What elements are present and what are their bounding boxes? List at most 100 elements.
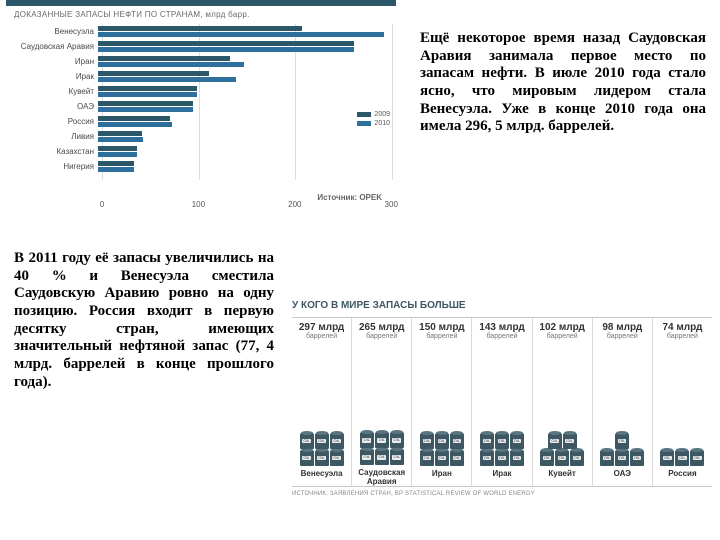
oil-barrel-icon: OIL xyxy=(360,432,374,448)
bar-2009 xyxy=(98,146,137,151)
column-country: Саудовская Аравия xyxy=(354,467,409,486)
oil-barrel-icon: OIL xyxy=(420,450,434,466)
bar-chart-title: ДОКАЗАННЫЕ ЗАПАСЫ НЕФТИ ПО СТРАНАМ, млрд… xyxy=(14,10,250,19)
column-unit: баррелей xyxy=(474,333,529,340)
column-value: 98 млрд xyxy=(595,322,650,333)
column-unit: баррелей xyxy=(294,333,349,340)
bar-row: ОАЭ xyxy=(10,99,400,114)
bar-2009 xyxy=(98,71,209,76)
column-value: 150 млрд xyxy=(414,322,469,333)
oil-barrel-icon: OIL xyxy=(555,450,569,466)
bar-2009 xyxy=(98,101,193,106)
bar-2009 xyxy=(98,86,197,91)
oil-barrel-icon: OIL xyxy=(615,433,629,449)
bar-2009 xyxy=(98,161,134,166)
column-value: 143 млрд xyxy=(474,322,529,333)
x-tick: 0 xyxy=(100,200,104,209)
oil-barrel-icon: OIL xyxy=(435,433,449,449)
column-unit: баррелей xyxy=(655,333,710,340)
oil-reserves-bar-chart: 2009 2010 Источник: OPEK ВенесуэлаСаудов… xyxy=(10,24,400,204)
bar-row: Ливия xyxy=(10,129,400,144)
oil-barrel-icon: OIL xyxy=(375,449,389,465)
infographic-source: ИСТОЧНИК: ЗАЯВЛЕНИЯ СТРАН, BP STATISTICA… xyxy=(292,491,712,497)
x-tick: 200 xyxy=(288,200,301,209)
oil-barrel-icon: OIL xyxy=(675,450,689,466)
bar-label: Венесуэла xyxy=(10,27,98,36)
column-value: 102 млрд xyxy=(535,322,590,333)
column-unit: баррелей xyxy=(535,333,590,340)
bar-label: Саудовская Аравия xyxy=(10,42,98,51)
infographic-title: У КОГО В МИРЕ ЗАПАСЫ БОЛЬШЕ xyxy=(292,300,712,311)
oil-barrel-icon: OIL xyxy=(615,450,629,466)
column-country: Иран xyxy=(414,468,469,486)
paragraph-left: В 2011 году её запасы увеличились на 40 … xyxy=(14,250,274,392)
bar-label: Кувейт xyxy=(10,87,98,96)
bar-label: Ирак xyxy=(10,72,98,81)
oil-barrel-icon: OIL xyxy=(510,450,524,466)
oil-barrel-icon: OIL xyxy=(435,450,449,466)
oil-barrel-icon: OIL xyxy=(563,433,577,449)
bar-label: Нигерия xyxy=(10,162,98,171)
oil-barrel-icon: OIL xyxy=(495,433,509,449)
bar-row: Россия xyxy=(10,114,400,129)
column-country: ОАЭ xyxy=(595,468,650,486)
bar-label: Иран xyxy=(10,57,98,66)
oil-barrel-icon: OIL xyxy=(495,450,509,466)
bar-2010 xyxy=(98,152,137,157)
oil-barrel-icon: OIL xyxy=(630,450,644,466)
bar-row: Казахстан xyxy=(10,144,400,159)
oil-barrel-icon: OIL xyxy=(510,433,524,449)
header-stripe xyxy=(6,0,396,6)
info-column: 265 млрдбаррелейOILOILOILOILOILOILСаудов… xyxy=(352,318,412,486)
bar-2010 xyxy=(98,62,244,67)
oil-barrel-icon: OIL xyxy=(315,433,329,449)
barrel-infographic: У КОГО В МИРЕ ЗАПАСЫ БОЛЬШЕ 297 млрдбарр… xyxy=(292,300,712,497)
bar-2010 xyxy=(98,167,134,172)
bar-2009 xyxy=(98,26,302,31)
oil-barrel-icon: OIL xyxy=(315,450,329,466)
info-column: 98 млрдбаррелейOILOILOILOILОАЭ xyxy=(593,318,653,486)
oil-barrel-icon: OIL xyxy=(660,450,674,466)
column-country: Россия xyxy=(655,468,710,486)
bar-label: Ливия xyxy=(10,132,98,141)
oil-barrel-icon: OIL xyxy=(450,433,464,449)
oil-barrel-icon: OIL xyxy=(375,432,389,448)
column-unit: баррелей xyxy=(414,333,469,340)
bar-2009 xyxy=(98,131,142,136)
info-column: 150 млрдбаррелейOILOILOILOILOILOILИран xyxy=(412,318,472,486)
column-value: 297 млрд xyxy=(294,322,349,333)
bar-label: Россия xyxy=(10,117,98,126)
column-unit: баррелей xyxy=(354,333,409,340)
bar-2009 xyxy=(98,41,354,46)
x-tick: 300 xyxy=(385,200,398,209)
oil-barrel-icon: OIL xyxy=(390,449,404,465)
paragraph-right: Ещё некоторое время назад Саудовская Ара… xyxy=(420,30,706,136)
bar-2010 xyxy=(98,122,172,127)
column-country: Кувейт xyxy=(535,468,590,486)
oil-barrel-icon: OIL xyxy=(360,449,374,465)
chart-source: Источник: OPEK xyxy=(317,193,382,202)
x-tick: 100 xyxy=(192,200,205,209)
column-country: Ирак xyxy=(474,468,529,486)
info-column: 143 млрдбаррелейOILOILOILOILOILOILИрак xyxy=(472,318,532,486)
bar-2010 xyxy=(98,137,143,142)
bar-row: Ирак xyxy=(10,69,400,84)
oil-barrel-icon: OIL xyxy=(540,450,554,466)
info-column: 297 млрдбаррелейOILOILOILOILOILOILВенесу… xyxy=(292,318,352,486)
bar-label: Казахстан xyxy=(10,147,98,156)
oil-barrel-icon: OIL xyxy=(480,433,494,449)
oil-barrel-icon: OIL xyxy=(570,450,584,466)
bar-row: Венесуэла xyxy=(10,24,400,39)
column-value: 74 млрд xyxy=(655,322,710,333)
bar-2010 xyxy=(98,92,197,97)
oil-barrel-icon: OIL xyxy=(330,433,344,449)
oil-barrel-icon: OIL xyxy=(548,433,562,449)
oil-barrel-icon: OIL xyxy=(480,450,494,466)
oil-barrel-icon: OIL xyxy=(690,450,704,466)
bar-label: ОАЭ xyxy=(10,102,98,111)
oil-barrel-icon: OIL xyxy=(420,433,434,449)
bar-row: Кувейт xyxy=(10,84,400,99)
bar-2010 xyxy=(98,77,236,82)
column-unit: баррелей xyxy=(595,333,650,340)
oil-barrel-icon: OIL xyxy=(600,450,614,466)
